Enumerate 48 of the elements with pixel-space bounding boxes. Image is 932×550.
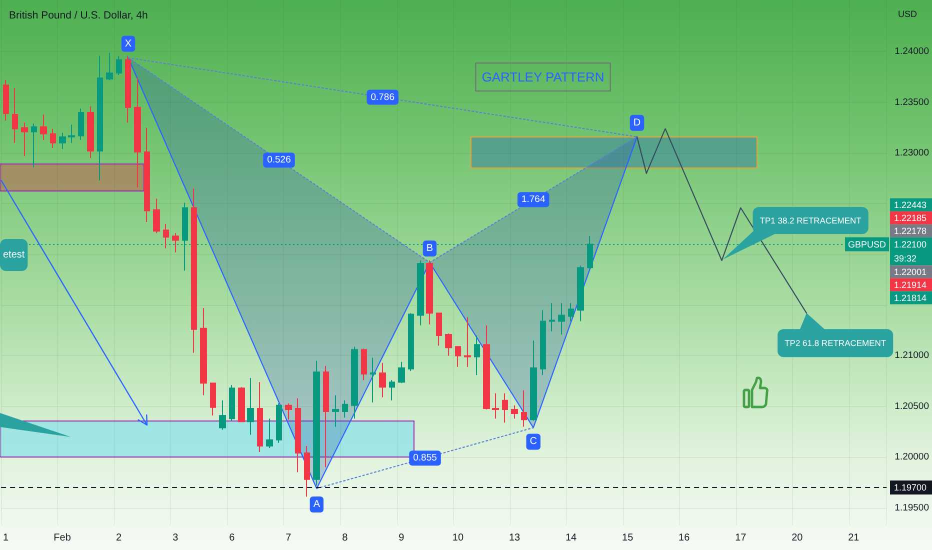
- annotation: GARTLEY PATTERN: [482, 70, 604, 84]
- annotation: 0.855: [413, 452, 437, 464]
- x-tick-label: 7: [286, 532, 292, 544]
- y-tick-label: 1.21000: [894, 350, 930, 362]
- annotation: TP1 38.2 RETRACEMENT: [760, 215, 862, 226]
- text: British Pound / U.S. Dollar, 4h: [9, 10, 148, 22]
- x-tick-label: 2: [116, 532, 122, 544]
- x-tick-label: 17: [735, 532, 747, 544]
- y-axis-title: USD: [898, 9, 918, 19]
- annotation: TP2 61.8 RETRACEMENT: [784, 338, 886, 348]
- annotation: GBPUSD: [848, 239, 886, 250]
- text: 1.21814: [894, 292, 927, 303]
- y-tick-label: 1.20000: [894, 452, 930, 463]
- x-tick-label: 16: [678, 532, 690, 544]
- y-tick-label: 1.19500: [894, 502, 930, 514]
- annotation: X: [124, 38, 132, 50]
- text: 1.22443: [894, 200, 927, 210]
- annotation: D: [633, 117, 641, 128]
- text: 1.22185: [894, 212, 927, 223]
- x-tick-label: 8: [342, 532, 348, 544]
- x-tick-label: 14: [565, 532, 578, 544]
- annotation: 0.786: [370, 92, 395, 103]
- x-tick-label: 15: [622, 532, 634, 544]
- annotation: 0.526: [267, 154, 291, 166]
- x-tick-label: 1: [2, 532, 9, 544]
- ref-line-label: 1.22100: [894, 239, 927, 250]
- text: 1.22001: [894, 266, 927, 277]
- text: 1.21914: [894, 280, 927, 290]
- annotation: etest: [3, 250, 25, 260]
- x-tick-label: 6: [229, 532, 236, 544]
- annotation: C: [530, 436, 537, 448]
- text: 1.22178: [894, 226, 927, 236]
- x-tick-label: 10: [452, 532, 464, 544]
- y-tick-label: 1.24000: [894, 46, 930, 58]
- text: 39:32: [894, 253, 917, 264]
- x-tick-label: Feb: [54, 532, 72, 544]
- x-tick-label: 9: [398, 532, 405, 544]
- y-tick-label: 1.20500: [894, 400, 930, 412]
- y-tick-label: 1.23500: [894, 96, 930, 108]
- x-tick-label: 3: [172, 532, 179, 544]
- x-tick-label: 20: [792, 532, 804, 544]
- annotation: 1.764: [521, 194, 546, 206]
- x-tick-label: 21: [848, 532, 860, 544]
- y-tick-label: 1.23000: [894, 148, 930, 159]
- annotation: A: [313, 499, 320, 510]
- x-tick-label: 13: [508, 532, 521, 544]
- annotation: B: [426, 243, 434, 254]
- ref-line-label: 1.19700: [894, 482, 927, 492]
